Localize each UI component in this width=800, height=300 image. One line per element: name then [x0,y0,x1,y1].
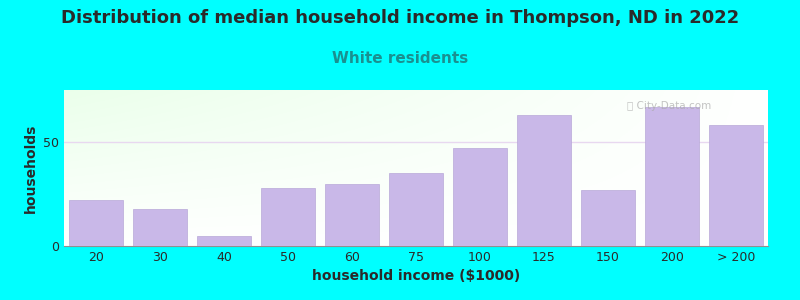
X-axis label: household income ($1000): household income ($1000) [312,269,520,284]
Y-axis label: households: households [23,123,38,213]
Bar [325,184,379,246]
Bar [197,236,251,246]
Bar [389,173,443,246]
Bar [133,208,187,246]
Bar [69,200,123,246]
Text: ⓘ City-Data.com: ⓘ City-Data.com [627,101,711,111]
Text: Distribution of median household income in Thompson, ND in 2022: Distribution of median household income … [61,9,739,27]
Bar [261,188,315,246]
Bar [581,190,635,246]
Bar [517,115,571,246]
Bar [709,125,763,246]
Bar [453,148,507,246]
Text: White residents: White residents [332,51,468,66]
Bar [645,106,699,246]
